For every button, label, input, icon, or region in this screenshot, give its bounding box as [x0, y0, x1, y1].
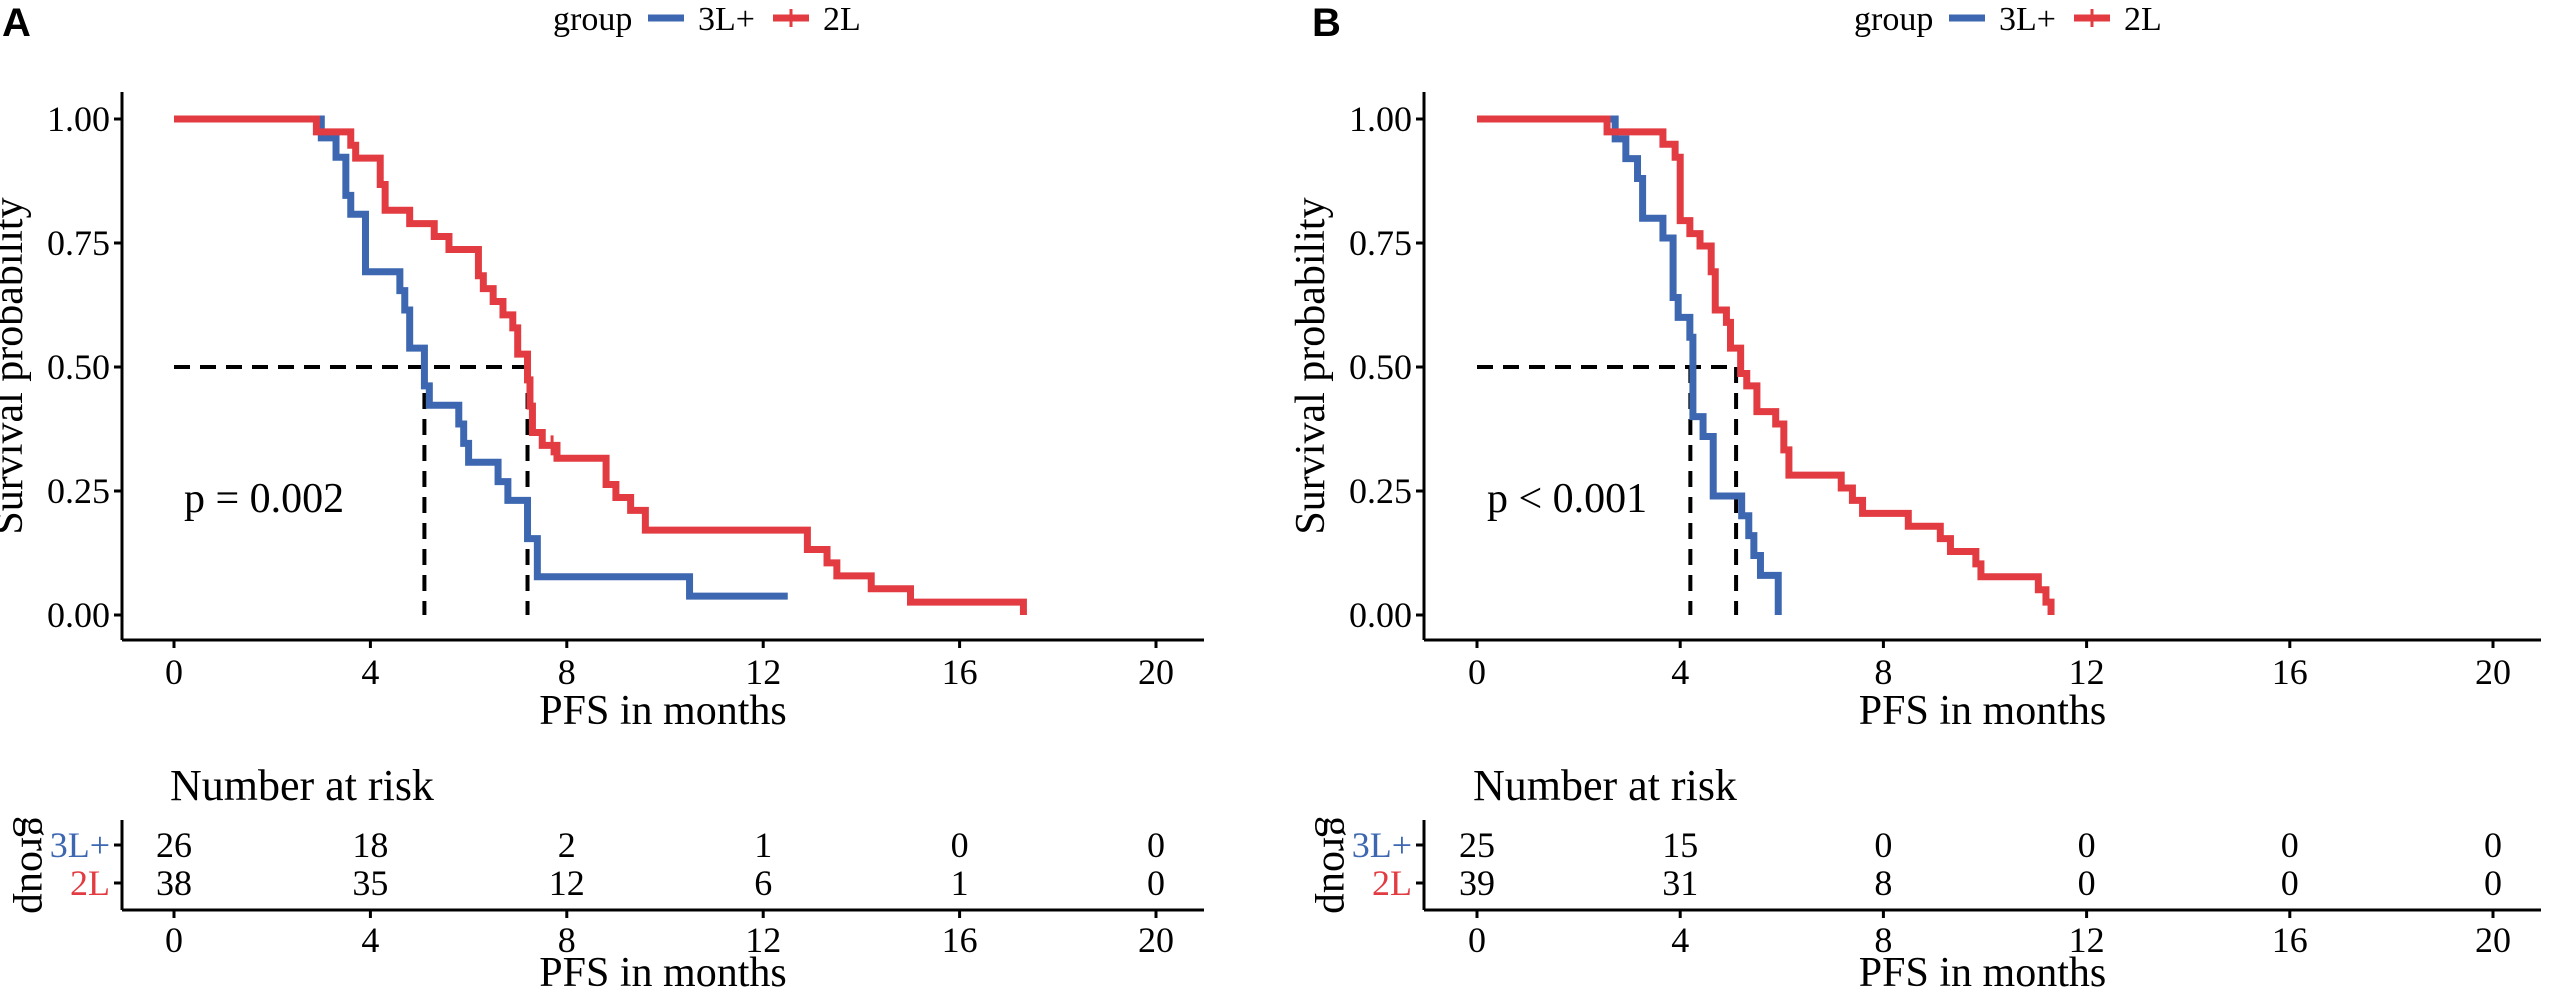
risk-table-title: Number at risk [170, 761, 434, 810]
x-tick-label: 0 [1468, 652, 1486, 692]
panel-letter: A [2, 1, 31, 45]
x-tick-label: 12 [745, 652, 781, 692]
risk-y-title: group [1314, 816, 1360, 914]
km-curve-2L [1477, 115, 2055, 615]
x-tick-label: 16 [942, 652, 978, 692]
legend: group 3L+ 2L [1854, 1, 2162, 38]
risk-count: 38 [156, 863, 192, 903]
risk-row-label-2L: 2L [70, 863, 110, 903]
risk-count: 0 [2078, 825, 2096, 865]
risk-count: 15 [1662, 825, 1698, 865]
risk-x-title: PFS in months [1859, 950, 2106, 992]
risk-x-tick-label: 4 [361, 920, 379, 960]
y-tick-label: 0.25 [47, 471, 110, 511]
y-tick-label: 0.75 [47, 223, 110, 263]
y-tick-label: 0.00 [47, 595, 110, 635]
risk-count: 0 [951, 825, 969, 865]
y-tick-label: 1.00 [1349, 99, 1412, 139]
y-tick-label: 0.25 [1349, 471, 1412, 511]
y-axis-title: Survival probability [0, 197, 32, 534]
risk-x-tick-label: 16 [942, 920, 978, 960]
legend-label-2L: 2L [2124, 1, 2162, 38]
km-curve-3L+ [174, 115, 788, 600]
risk-count: 26 [156, 825, 192, 865]
risk-x-tick-label: 8 [558, 920, 576, 960]
x-axis-title: PFS in months [1859, 688, 2106, 734]
risk-x-tick-label: 12 [2069, 920, 2105, 960]
y-tick-label: 0.75 [1349, 223, 1412, 263]
y-tick-label: 0.00 [1349, 595, 1412, 635]
risk-count: 25 [1459, 825, 1495, 865]
risk-count: 0 [1147, 863, 1165, 903]
risk-count: 12 [549, 863, 585, 903]
risk-x-tick-label: 0 [1468, 920, 1486, 960]
risk-count: 39 [1459, 863, 1495, 903]
risk-x-tick-label: 4 [1671, 920, 1689, 960]
y-axis-title: Survival probability [1288, 197, 1334, 534]
risk-count: 31 [1662, 863, 1698, 903]
risk-row-label-3L+: 3L+ [50, 825, 110, 865]
x-axis-title: PFS in months [539, 688, 786, 734]
legend-label-2L: 2L [823, 1, 861, 38]
p-value: p = 0.002 [184, 476, 344, 522]
risk-x-tick-label: 20 [1138, 920, 1174, 960]
p-value: p < 0.001 [1487, 476, 1647, 522]
y-tick-label: 0.50 [47, 347, 110, 387]
x-tick-label: 20 [1138, 652, 1174, 692]
legend-title: group [553, 1, 632, 38]
x-tick-label: 4 [1671, 652, 1689, 692]
km-curve-3L+ [1477, 115, 1782, 615]
legend: group 3L+ 2L [553, 1, 861, 38]
x-tick-label: 0 [165, 652, 183, 692]
risk-count: 0 [1147, 825, 1165, 865]
panel-letter: B [1312, 1, 1341, 45]
risk-x-tick-label: 12 [745, 920, 781, 960]
risk-y-title: group [12, 816, 58, 914]
x-tick-label: 8 [558, 652, 576, 692]
risk-row-label-3L+: 3L+ [1352, 825, 1412, 865]
x-tick-label: 8 [1874, 652, 1892, 692]
y-tick-label: 1.00 [47, 99, 110, 139]
x-tick-label: 4 [361, 652, 379, 692]
legend-title: group [1854, 1, 1933, 38]
risk-count: 0 [1874, 825, 1892, 865]
risk-count: 1 [951, 863, 969, 903]
risk-x-tick-label: 8 [1874, 920, 1892, 960]
legend-label-3L+: 3L+ [1999, 1, 2056, 38]
risk-count: 0 [2484, 863, 2502, 903]
risk-table-title: Number at risk [1473, 761, 1737, 810]
risk-count: 6 [754, 863, 772, 903]
risk-count: 18 [352, 825, 388, 865]
risk-x-tick-label: 0 [165, 920, 183, 960]
x-tick-label: 16 [2272, 652, 2308, 692]
km-curve-2L [174, 115, 1027, 615]
risk-count: 0 [2281, 825, 2299, 865]
risk-count: 0 [2484, 825, 2502, 865]
y-tick-label: 0.50 [1349, 347, 1412, 387]
risk-count: 0 [2281, 863, 2299, 903]
risk-row-label-2L: 2L [1372, 863, 1412, 903]
risk-count: 35 [352, 863, 388, 903]
x-tick-label: 12 [2069, 652, 2105, 692]
risk-count: 2 [558, 825, 576, 865]
risk-x-tick-label: 16 [2272, 920, 2308, 960]
risk-count: 0 [2078, 863, 2096, 903]
risk-count: 1 [754, 825, 772, 865]
risk-x-title: PFS in months [539, 950, 786, 992]
legend-label-3L+: 3L+ [698, 1, 755, 38]
risk-x-tick-label: 20 [2475, 920, 2511, 960]
x-tick-label: 20 [2475, 652, 2511, 692]
risk-count: 8 [1874, 863, 1892, 903]
